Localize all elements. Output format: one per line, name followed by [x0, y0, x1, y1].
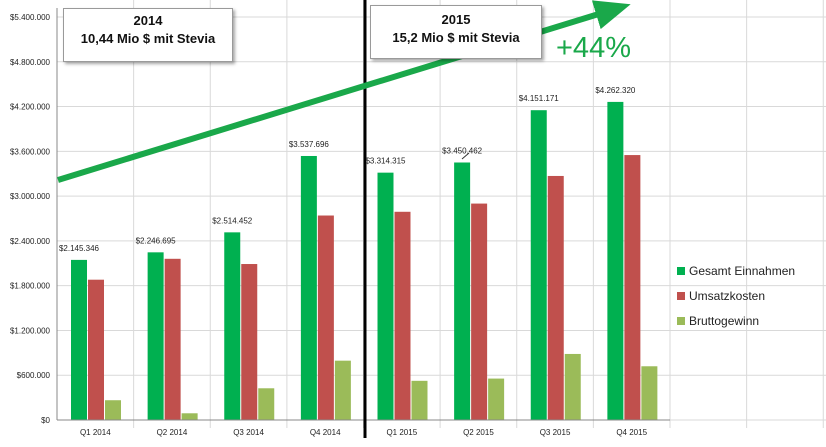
y-tick-label: $3.000.000: [10, 192, 51, 201]
x-tick-label: Q4 2014: [310, 428, 341, 437]
x-tick-label: Q3 2014: [233, 428, 264, 437]
bar-umsatzkosten-2: [241, 264, 258, 420]
y-tick-label: $600.000: [17, 371, 51, 380]
annotation-2015-text: 15,2 Mio $ mit Stevia: [392, 30, 520, 45]
data-label-2: $2.514.452: [212, 216, 253, 225]
bar-gesamt-einnahmen-7: [607, 101, 624, 421]
legend: Gesamt Einnahmen Umsatzkosten Bruttogewinn: [677, 264, 795, 328]
bar-gesamt-einnahmen-1: [147, 252, 164, 420]
x-tick-label: Q1 2015: [386, 428, 417, 437]
bar-gesamt-einnahmen-2: [224, 232, 241, 420]
bar-umsatzkosten-1: [164, 258, 181, 420]
bar-umsatzkosten-4: [394, 211, 411, 420]
y-tick-label: $2.400.000: [10, 237, 51, 246]
y-tick-label: $3.600.000: [10, 147, 51, 156]
bar-umsatzkosten-7: [624, 155, 641, 420]
bar-bruttogewinn-7: [641, 366, 658, 420]
bar-gesamt-einnahmen-4: [377, 172, 394, 420]
bar-bruttogewinn-4: [411, 380, 428, 420]
bar-umsatzkosten-3: [317, 215, 334, 420]
bar-umsatzkosten-5: [471, 203, 488, 420]
growth-percentage-label: +44%: [556, 32, 631, 64]
y-tick-label: $1.200.000: [10, 326, 51, 335]
bar-gesamt-einnahmen-6: [530, 110, 547, 420]
bar-bruttogewinn-5: [488, 378, 505, 420]
legend-label-2: Bruttogewinn: [689, 314, 759, 328]
bar-gesamt-einnahmen-5: [454, 162, 471, 421]
x-tick-label: Q4 2015: [616, 428, 647, 437]
y-tick-label: $0: [41, 416, 50, 425]
bar-bruttogewinn-3: [334, 360, 351, 420]
legend-label-1: Umsatzkosten: [689, 289, 765, 303]
x-tick-label: Q1 2014: [80, 428, 111, 437]
x-axis-ticks: Q1 2014 Q2 2014 Q3 2014 Q4 2014 Q1 2015 Q2 20…: [80, 428, 648, 437]
annotation-box-2015: 2015 15,2 Mio $ mit Stevia: [370, 5, 542, 59]
label-leader-line: [461, 152, 470, 160]
bars: [71, 101, 658, 421]
bar-bruttogewinn-6: [564, 353, 581, 420]
y-tick-label: $4.200.000: [10, 103, 51, 112]
annotation-2014-text: 10,44 Mio $ mit Stevia: [80, 31, 216, 46]
bar-bruttogewinn-0: [105, 400, 121, 420]
bar-bruttogewinn-2: [258, 388, 275, 420]
x-tick-label: Q3 2015: [540, 428, 571, 437]
x-tick-label: Q2 2014: [157, 428, 188, 437]
legend-swatch-1: [677, 292, 685, 300]
data-label-7: $4.262.320: [595, 86, 636, 95]
annotation-2014-year: 2014: [133, 13, 163, 28]
legend-swatch-0: [677, 267, 685, 275]
legend-swatch-2: [677, 317, 685, 325]
bar-umsatzkosten-0: [88, 279, 104, 420]
y-tick-label: $5.400.000: [10, 13, 51, 22]
bar-gesamt-einnahmen-3: [300, 155, 317, 420]
data-label-1: $2.246.695: [136, 236, 177, 245]
y-axis-ticks: $0 $600.000 $1.200.000 $1.800.000 $2.400.000…: [10, 13, 51, 425]
data-label-0: $2.145.346: [59, 244, 100, 253]
x-tick-label: Q2 2015: [463, 428, 494, 437]
data-label-6: $4.151.171: [519, 94, 560, 103]
bar-gesamt-einnahmen-0: [71, 259, 87, 420]
y-tick-label: $1.800.000: [10, 282, 51, 291]
bar-bruttogewinn-1: [181, 413, 198, 420]
data-labels: $2.145.346 $2.246.695 $2.514.452 $3.537.696…: [59, 86, 636, 253]
data-label-4: $3.314.315: [365, 157, 406, 166]
annotation-box-2014: 2014 10,44 Mio $ mit Stevia: [63, 8, 233, 62]
bar-umsatzkosten-6: [547, 175, 564, 420]
y-tick-label: $4.800.000: [10, 58, 51, 67]
data-label-5: $3.450.462: [442, 146, 483, 155]
legend-label-0: Gesamt Einnahmen: [689, 264, 795, 278]
annotation-2015-year: 2015: [441, 12, 471, 27]
data-label-3: $3.537.696: [289, 140, 330, 149]
